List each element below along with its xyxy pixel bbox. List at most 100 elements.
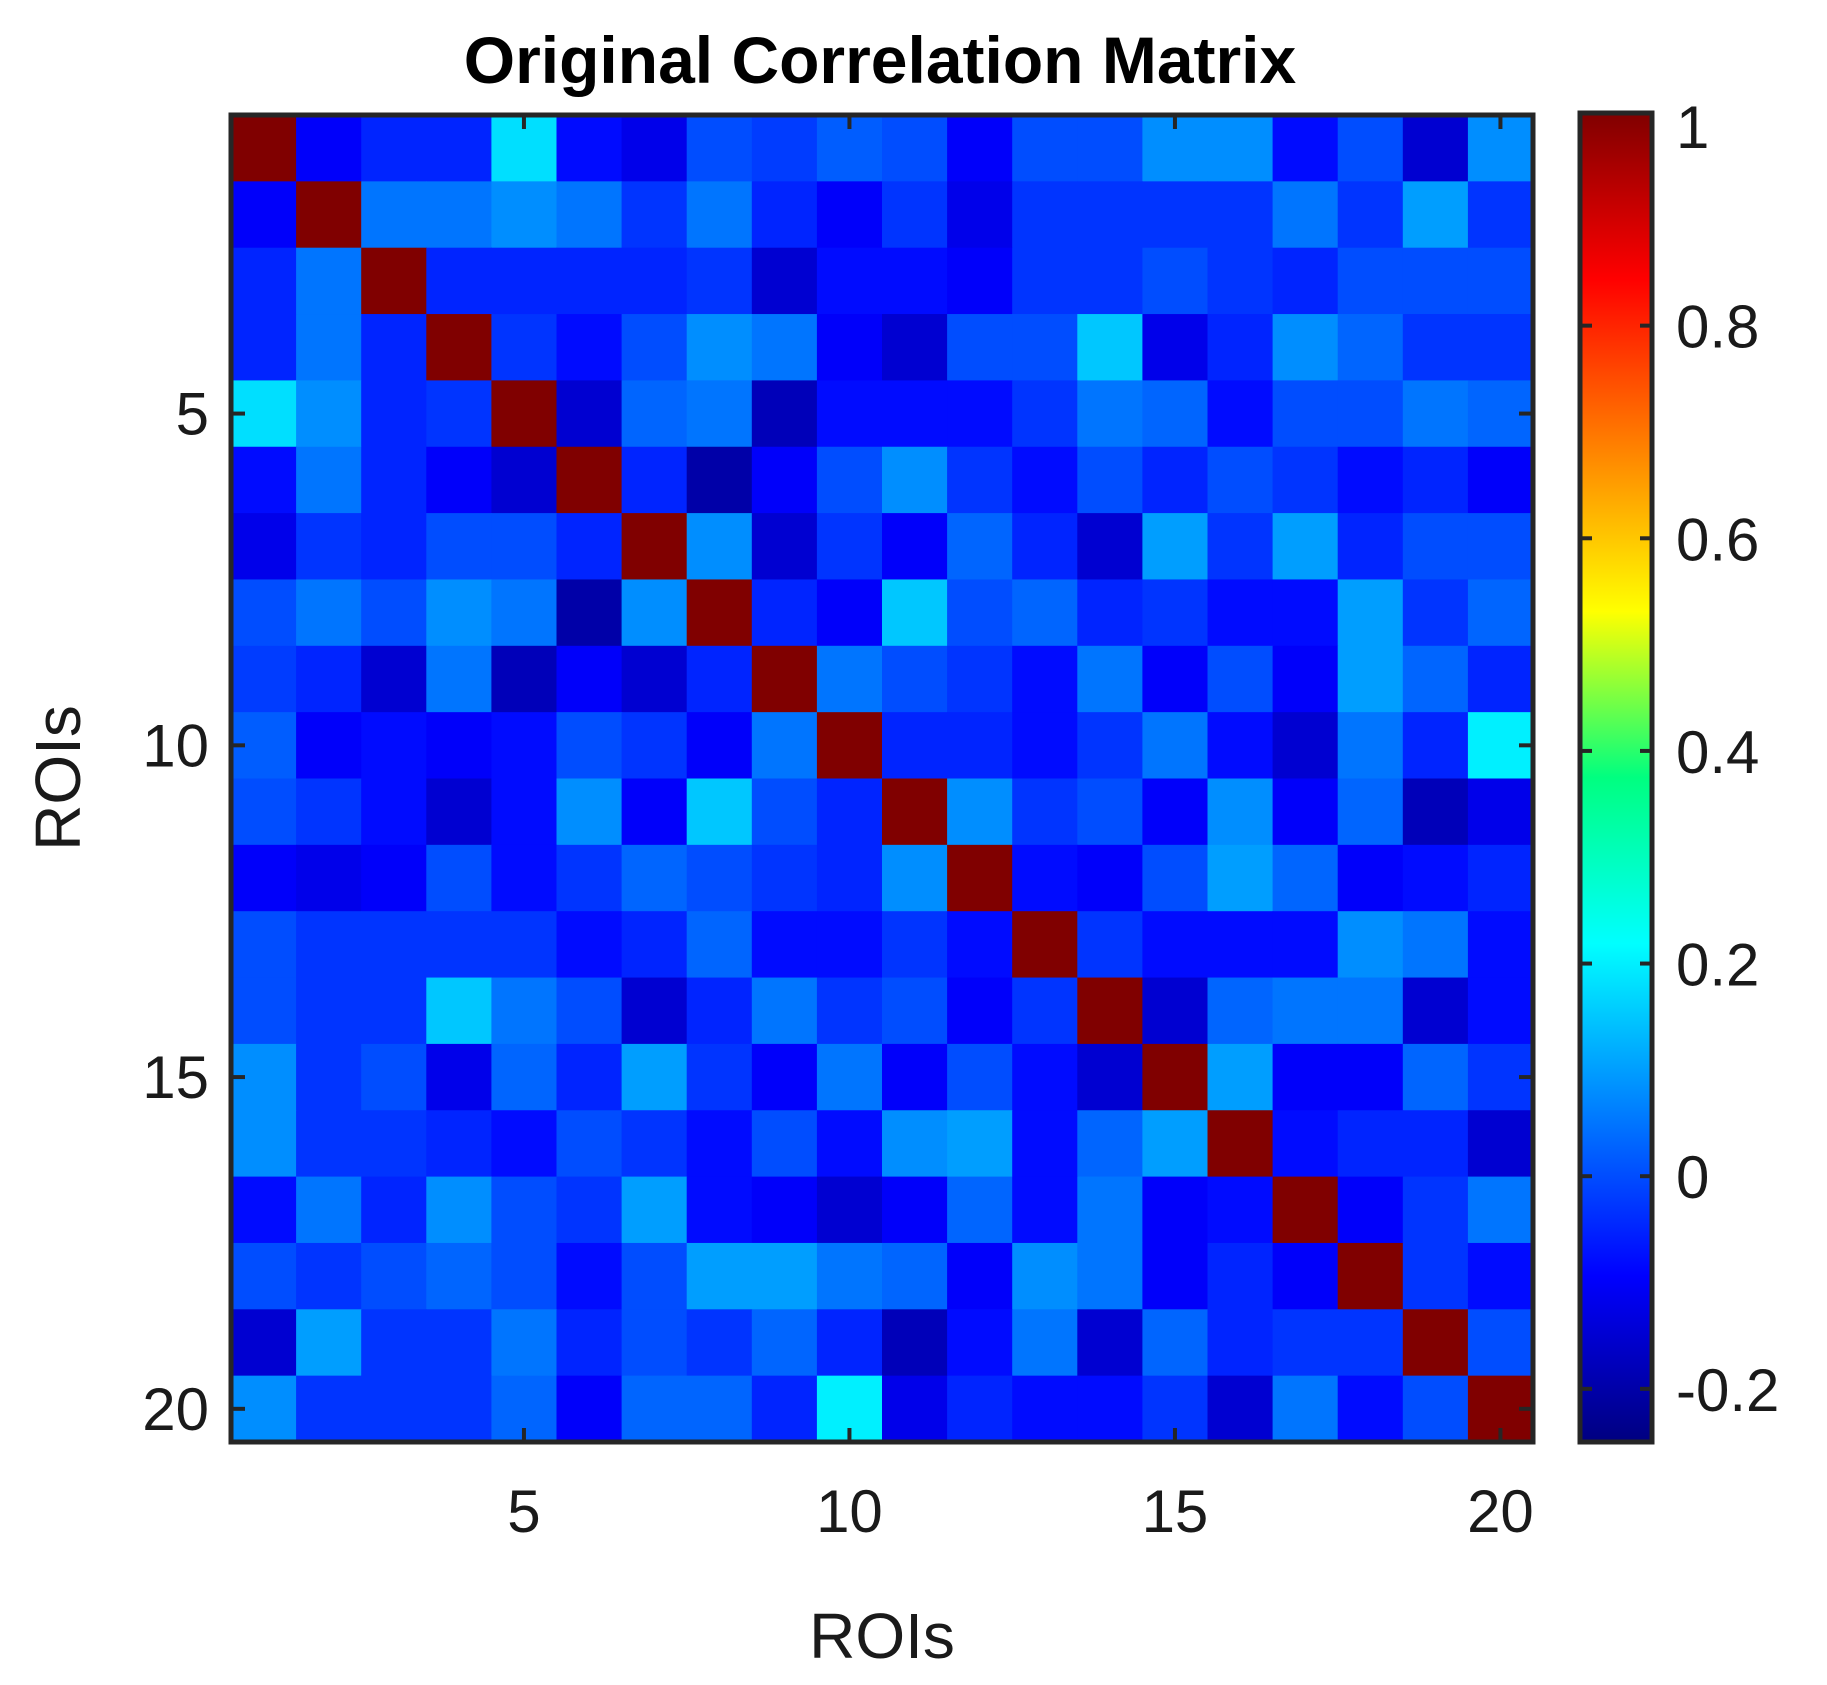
heatmap-cell-r20-c11 xyxy=(882,1375,948,1443)
heatmap-cell-r5-c18 xyxy=(1337,380,1404,448)
heatmap-cell-r20-c9 xyxy=(751,1375,818,1443)
heatmap-cell-r20-c2 xyxy=(296,1375,362,1443)
heatmap-cell-r19-c4 xyxy=(426,1309,492,1377)
heatmap-cell-r7-c2 xyxy=(296,513,362,581)
heatmap-cell-r5-c12 xyxy=(947,380,1013,448)
heatmap-cell-r2-c5 xyxy=(491,181,558,249)
heatmap-cell-r11-c7 xyxy=(621,778,688,846)
heatmap-cell-r10-c11 xyxy=(882,712,948,780)
heatmap-cell-r20-c19 xyxy=(1402,1375,1469,1443)
heatmap-cell-r9-c6 xyxy=(556,645,623,713)
heatmap-cell-r7-c18 xyxy=(1337,513,1404,581)
heatmap-cell-r16-c5 xyxy=(491,1110,558,1178)
heatmap-cell-r3-c20 xyxy=(1467,247,1534,315)
heatmap-cell-r9-c13 xyxy=(1012,645,1078,713)
chart-title: Original Correlation Matrix xyxy=(464,23,1297,97)
heatmap-cell-r2-c10 xyxy=(816,181,883,249)
heatmap-cell-r18-c19 xyxy=(1402,1242,1469,1310)
heatmap-cell-r17-c13 xyxy=(1012,1176,1078,1244)
heatmap-cell-r12-c5 xyxy=(491,844,558,912)
heatmap-cell-r17-c16 xyxy=(1207,1176,1274,1244)
heatmap-cell-r10-c13 xyxy=(1012,712,1078,780)
heatmap-cell-r15-c13 xyxy=(1012,1043,1078,1111)
heatmap-cell-r9-c9 xyxy=(751,645,818,713)
heatmap-cell-r8-c1 xyxy=(231,579,297,647)
heatmap-cell-r9-c5 xyxy=(491,645,558,713)
heatmap-cell-r4-c12 xyxy=(947,314,1013,381)
heatmap-cell-r19-c15 xyxy=(1142,1309,1209,1377)
heatmap-cell-r17-c7 xyxy=(621,1176,688,1244)
heatmap-cell-r4-c14 xyxy=(1077,314,1143,381)
heatmap-cell-r2-c18 xyxy=(1337,181,1404,249)
heatmap-cell-r11-c19 xyxy=(1402,778,1469,846)
x-tick-label-15: 15 xyxy=(1142,1478,1209,1545)
heatmap-cells xyxy=(231,115,1534,1443)
heatmap-cell-r9-c19 xyxy=(1402,645,1469,713)
heatmap-cell-r1-c3 xyxy=(361,115,427,182)
heatmap-cell-r11-c13 xyxy=(1012,778,1078,846)
heatmap-cell-r16-c11 xyxy=(882,1110,948,1178)
heatmap-cell-r8-c5 xyxy=(491,579,558,647)
heatmap-cell-r14-c20 xyxy=(1467,977,1534,1045)
x-tick-label-5: 5 xyxy=(507,1478,540,1545)
heatmap-cell-r11-c5 xyxy=(491,778,558,846)
heatmap-cell-r14-c15 xyxy=(1142,977,1209,1045)
heatmap-cell-r12-c20 xyxy=(1467,844,1534,912)
heatmap-cell-r13-c9 xyxy=(751,911,818,979)
heatmap-cell-r17-c19 xyxy=(1402,1176,1469,1244)
heatmap-cell-r17-c8 xyxy=(686,1176,753,1244)
heatmap-cell-r12-c17 xyxy=(1272,844,1339,912)
heatmap-cell-r10-c6 xyxy=(556,712,623,780)
heatmap-cell-r18-c6 xyxy=(556,1242,623,1310)
heatmap-cell-r9-c17 xyxy=(1272,645,1339,713)
heatmap-cell-r12-c2 xyxy=(296,844,362,912)
heatmap-cell-r13-c20 xyxy=(1467,911,1534,979)
heatmap-cell-r3-c15 xyxy=(1142,247,1209,315)
heatmap-cell-r14-c11 xyxy=(882,977,948,1045)
heatmap-cell-r14-c2 xyxy=(296,977,362,1045)
heatmap-cell-r19-c17 xyxy=(1272,1309,1339,1377)
heatmap-cell-r8-c15 xyxy=(1142,579,1209,647)
heatmap-cell-r3-c14 xyxy=(1077,247,1143,315)
heatmap-cell-r12-c16 xyxy=(1207,844,1274,912)
heatmap-cell-r15-c3 xyxy=(361,1043,427,1111)
colorbar-tick-label-6: 1 xyxy=(1676,94,1709,161)
heatmap-cell-r19-c16 xyxy=(1207,1309,1274,1377)
heatmap-cell-r13-c13 xyxy=(1012,911,1078,979)
heatmap-cell-r1-c19 xyxy=(1402,115,1469,182)
heatmap-cell-r5-c11 xyxy=(882,380,948,448)
heatmap-cell-r10-c4 xyxy=(426,712,492,780)
heatmap-cell-r13-c5 xyxy=(491,911,558,979)
heatmap-cell-r1-c9 xyxy=(751,115,818,182)
heatmap-cell-r18-c15 xyxy=(1142,1242,1209,1310)
heatmap-cell-r2-c11 xyxy=(882,181,948,249)
heatmap-cell-r12-c7 xyxy=(621,844,688,912)
heatmap-cell-r12-c3 xyxy=(361,844,427,912)
heatmap-cell-r6-c20 xyxy=(1467,446,1534,514)
heatmap-cell-r20-c14 xyxy=(1077,1375,1143,1443)
heatmap-cell-r19-c18 xyxy=(1337,1309,1404,1377)
heatmap-cell-r13-c4 xyxy=(426,911,492,979)
heatmap-cell-r2-c3 xyxy=(361,181,427,249)
heatmap-cell-r12-c6 xyxy=(556,844,623,912)
heatmap-cell-r3-c2 xyxy=(296,247,362,315)
heatmap-cell-r6-c17 xyxy=(1272,446,1339,514)
heatmap-cell-r2-c16 xyxy=(1207,181,1274,249)
heatmap-cell-r3-c10 xyxy=(816,247,883,315)
heatmap-cell-r20-c7 xyxy=(621,1375,688,1443)
heatmap-cell-r14-c7 xyxy=(621,977,688,1045)
heatmap-cell-r2-c2 xyxy=(296,181,362,249)
heatmap-cell-r3-c3 xyxy=(361,247,427,315)
heatmap-cell-r6-c8 xyxy=(686,446,753,514)
heatmap-cell-r12-c15 xyxy=(1142,844,1209,912)
heatmap-cell-r11-c14 xyxy=(1077,778,1143,846)
y-tick-label-20: 20 xyxy=(142,1376,209,1443)
heatmap-cell-r19-c9 xyxy=(751,1309,818,1377)
heatmap-cell-r16-c14 xyxy=(1077,1110,1143,1178)
heatmap-cell-r13-c16 xyxy=(1207,911,1274,979)
heatmap-cell-r1-c6 xyxy=(556,115,623,182)
heatmap-cell-r3-c4 xyxy=(426,247,492,315)
heatmap-cell-r8-c16 xyxy=(1207,579,1274,647)
heatmap-cell-r8-c3 xyxy=(361,579,427,647)
heatmap-cell-r16-c13 xyxy=(1012,1110,1078,1178)
